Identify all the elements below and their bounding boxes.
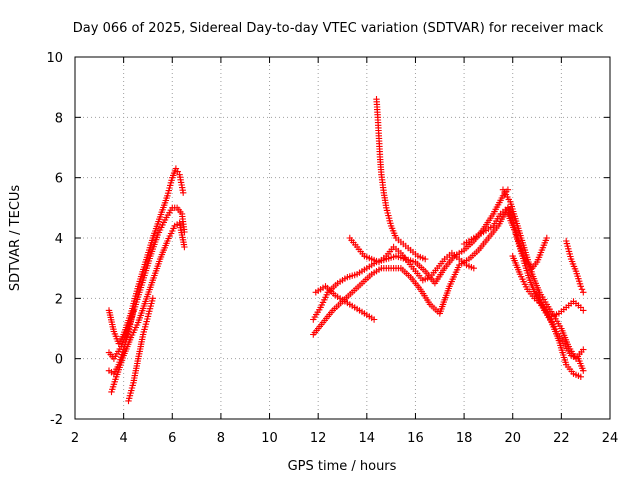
x-tick-label: 10: [261, 431, 278, 446]
data-point: [470, 265, 477, 272]
y-tick-label: -2: [50, 413, 63, 428]
x-tick-label: 20: [504, 431, 521, 446]
x-tick-label: 4: [119, 431, 127, 446]
y-tick-label: 10: [46, 51, 63, 66]
x-tick-label: 12: [310, 431, 327, 446]
y-tick-label: 4: [55, 232, 63, 247]
chart-title: Day 066 of 2025, Sidereal Day-to-day VTE…: [73, 21, 604, 36]
y-tick-label: 8: [55, 111, 63, 126]
chart-data-series: [105, 96, 587, 405]
series-track-a5: [105, 307, 137, 377]
data-point: [578, 286, 586, 293]
x-tick-label: 24: [602, 431, 619, 446]
data-point: [370, 316, 378, 323]
y-tick-label: 0: [55, 353, 63, 368]
series-track-b4: [346, 234, 477, 284]
series-track-a1: [105, 165, 187, 347]
y-axis-label: SDTVAR / TECUs: [8, 185, 23, 292]
data-point: [577, 283, 584, 290]
x-tick-label: 2: [71, 431, 79, 446]
series-track-a3: [108, 219, 188, 396]
data-point: [580, 307, 587, 314]
series-track-c2: [499, 186, 587, 362]
x-tick-label: 18: [456, 431, 473, 446]
series-track-c3: [504, 210, 584, 380]
x-tick-label: 22: [553, 431, 570, 446]
chart-grid: [75, 57, 610, 419]
series-track-c6: [533, 289, 587, 320]
data-point: [181, 243, 188, 251]
data-point: [577, 373, 584, 380]
x-tick-label: 8: [217, 431, 225, 446]
data-point: [422, 255, 429, 263]
series-track-c5: [563, 237, 587, 296]
data-point: [149, 295, 156, 302]
x-tick-label: 14: [359, 431, 376, 446]
series-track-b3: [312, 283, 378, 323]
series-track-a4: [125, 295, 156, 405]
x-axis-label: GPS time / hours: [288, 459, 397, 474]
series-track-spike: [373, 96, 429, 263]
x-tick-label: 6: [168, 431, 176, 446]
data-point: [130, 307, 137, 314]
data-point: [180, 189, 187, 196]
x-tick-label: 16: [407, 431, 424, 446]
data-point: [580, 289, 587, 296]
y-tick-label: 2: [55, 292, 63, 307]
data-point: [580, 367, 587, 374]
data-point: [580, 346, 587, 353]
y-tick-label: 6: [55, 172, 63, 187]
data-point: [543, 234, 550, 242]
